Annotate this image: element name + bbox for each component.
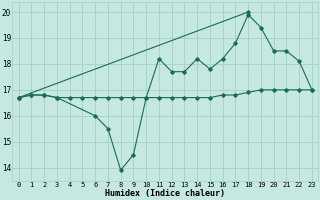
X-axis label: Humidex (Indice chaleur): Humidex (Indice chaleur) [105,189,225,198]
